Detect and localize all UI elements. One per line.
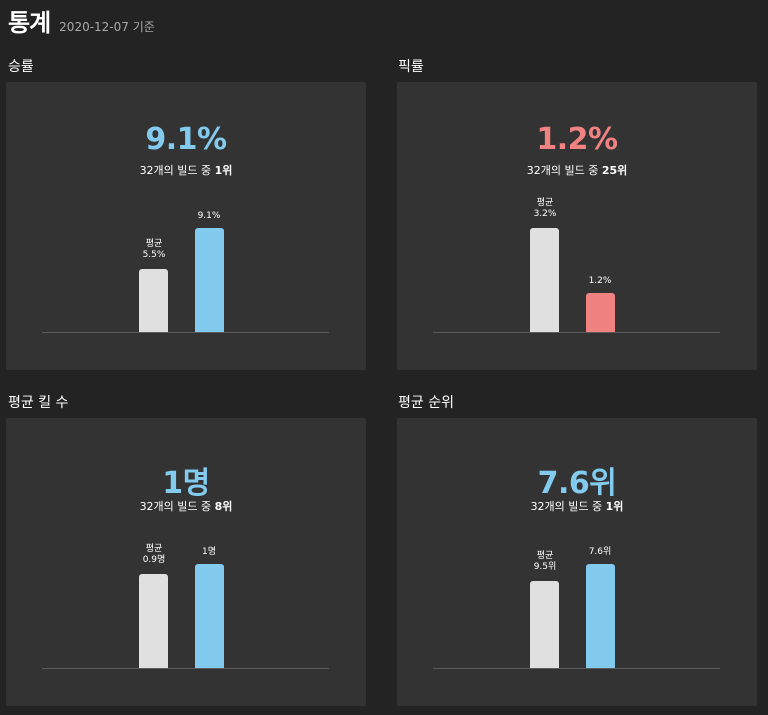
rank-line: 32개의 빌드 중 8위: [6, 498, 366, 514]
rank-line: 32개의 빌드 중 1위: [397, 498, 757, 514]
avg-value-label: 0.9명: [142, 555, 166, 566]
page-date: 2020-12-07 기준: [59, 20, 155, 34]
mine-bar: [195, 228, 224, 332]
card-pickrate: 1.2% 32개의 빌드 중 25위 평균 3.2% 1.2%: [397, 82, 757, 370]
big-value: 9.1%: [145, 122, 227, 157]
big-value: 1명: [162, 466, 210, 501]
card-avg-kills: 1명 32개의 빌드 중 8위 평균 0.9명 1명: [6, 418, 366, 706]
rank-value: 8위: [214, 500, 233, 513]
rank-prefix: 32개의 빌드 중: [526, 164, 602, 177]
avg-caption: 평균: [145, 239, 163, 250]
rank-line: 32개의 빌드 중 1위: [6, 162, 366, 178]
chart-baseline: [42, 332, 329, 333]
avg-bar: [139, 269, 168, 332]
avg-bar: [530, 581, 559, 668]
avg-bar-label: 평균 0.9명: [119, 544, 189, 566]
avg-bar: [530, 228, 559, 332]
avg-bar-label: 평균 5.5%: [119, 239, 189, 261]
section-title-avg-rank: 평균 순위: [398, 395, 454, 411]
rank-prefix: 32개의 빌드 중: [139, 500, 215, 513]
avg-caption: 평균: [145, 544, 163, 555]
rank-value: 1위: [214, 164, 233, 177]
chart-baseline: [42, 668, 329, 669]
rank-prefix: 32개의 빌드 중: [139, 164, 215, 177]
mine-bar-label: 1.2%: [588, 276, 612, 286]
section-title-pickrate: 픽률: [398, 59, 424, 75]
chart-baseline: [433, 668, 720, 669]
big-value: 1.2%: [536, 122, 618, 157]
card-avg-rank: 7.6위 32개의 빌드 중 1위 평균 9.5위 7.6위: [397, 418, 757, 706]
rank-value: 25위: [601, 164, 628, 177]
rank-prefix: 32개의 빌드 중: [530, 500, 606, 513]
card-winrate: 9.1% 32개의 빌드 중 1위 평균 5.5% 9.1%: [6, 82, 366, 370]
rank-value: 1위: [605, 500, 624, 513]
header: 통계 2020-12-07 기준: [8, 3, 155, 38]
avg-bar: [139, 574, 168, 668]
mine-bar-label: 9.1%: [197, 211, 221, 221]
avg-value-label: 3.2%: [533, 209, 557, 219]
mine-bar-label: 1명: [201, 547, 216, 557]
avg-value-label: 9.5위: [533, 562, 557, 573]
avg-bar-label: 평균 9.5위: [510, 551, 580, 573]
avg-value-label: 5.5%: [142, 250, 166, 261]
mine-bar-label: 7.6위: [588, 547, 612, 557]
mine-bar: [586, 293, 615, 332]
section-title-winrate: 승률: [8, 59, 34, 75]
mine-bar: [195, 564, 224, 668]
big-value: 7.6위: [537, 466, 617, 501]
section-title-avg-kills: 평균 킬 수: [8, 395, 69, 411]
avg-bar-label: 평균 3.2%: [510, 198, 580, 220]
avg-caption: 평균: [536, 551, 554, 562]
page-title: 통계: [8, 9, 51, 37]
mine-bar: [586, 564, 615, 668]
avg-caption: 평균: [536, 198, 554, 208]
chart-baseline: [433, 332, 720, 333]
rank-line: 32개의 빌드 중 25위: [397, 162, 757, 178]
